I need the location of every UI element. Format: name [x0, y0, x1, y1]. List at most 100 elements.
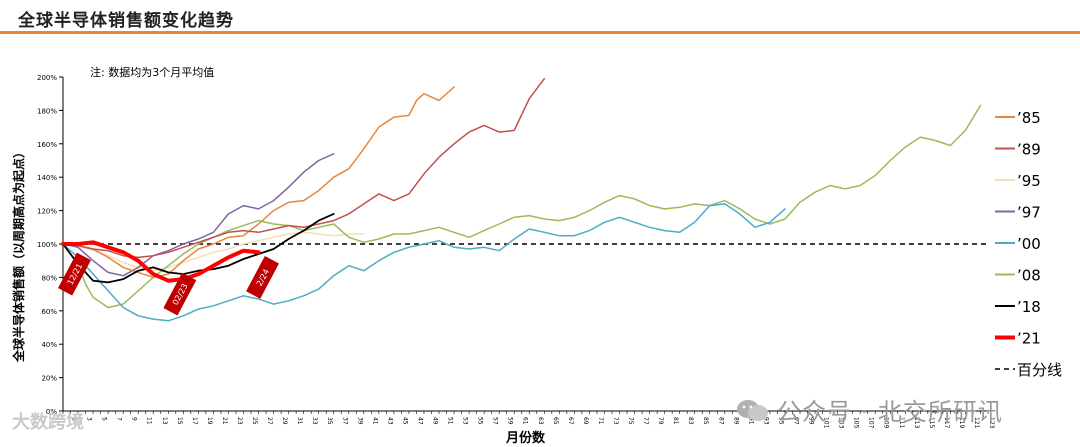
- x-tick-label: 91: [747, 417, 754, 425]
- x-tick-label: 109: [883, 417, 890, 429]
- y-tick-label: 20%: [41, 375, 57, 383]
- y-tick-label: 0%: [46, 408, 57, 416]
- legend-label: ’08: [1017, 267, 1041, 285]
- x-tick-label: 53: [462, 417, 469, 425]
- x-tick-label: 107: [868, 417, 875, 429]
- x-tick-label: 115: [928, 417, 935, 429]
- x-tick-label: 23: [236, 417, 243, 425]
- y-tick-label: 60%: [41, 308, 57, 316]
- legend-label: ’85: [1017, 109, 1041, 127]
- x-tick-label: 67: [567, 417, 574, 425]
- x-tick-label: 31: [296, 417, 303, 425]
- x-tick-label: 29: [281, 417, 288, 425]
- annotation-box: [163, 272, 197, 316]
- series-line-85: [62, 86, 455, 279]
- x-tick-label: 89: [732, 417, 739, 425]
- y-tick-label: 160%: [37, 141, 57, 149]
- x-tick-label: 15: [176, 417, 183, 425]
- x-tick-label: 49: [431, 417, 438, 425]
- x-axis-label: 月份数: [505, 430, 546, 446]
- x-tick-label: 35: [326, 417, 333, 425]
- legend-label: ’97: [1017, 204, 1041, 222]
- x-tick-label: 25: [251, 417, 258, 425]
- x-tick-label: 33: [311, 417, 318, 425]
- x-tick-label: 47: [416, 417, 423, 425]
- series-line-95: [62, 231, 365, 272]
- x-tick-label: 71: [597, 417, 604, 425]
- x-tick-label: 111: [898, 417, 905, 429]
- legend-label: ’95: [1017, 172, 1041, 190]
- x-tick-label: 57: [492, 417, 499, 425]
- annotation-tag: 02/23: [163, 272, 197, 316]
- page-title: 全球半导体销售额变化趋势: [18, 11, 234, 31]
- series-line-21: [61, 240, 261, 283]
- series-line-08: [62, 104, 982, 309]
- x-tick-label: 117: [943, 417, 950, 429]
- watermark-right: 公众号 · 北交所研讯: [735, 392, 1003, 427]
- annotation-box: [246, 255, 279, 299]
- x-tick-label: 87: [717, 417, 724, 425]
- x-tick-label: 69: [582, 417, 589, 425]
- x-tick-label: 27: [266, 417, 273, 425]
- series-line-00: [62, 203, 786, 322]
- x-tick-label: 61: [522, 417, 529, 425]
- x-tick-label: 11: [146, 417, 153, 425]
- y-tick-label: 120%: [37, 208, 57, 216]
- x-tick-label: 75: [627, 417, 634, 425]
- x-tick-label: 59: [507, 417, 514, 425]
- x-tick-label: 97: [792, 417, 799, 425]
- x-tick-label: 39: [356, 417, 363, 425]
- x-tick-label: 81: [672, 417, 679, 425]
- x-tick-label: 9: [131, 417, 138, 421]
- x-tick-label: 103: [838, 417, 845, 429]
- x-tick-label: 1: [71, 417, 78, 421]
- x-tick-label: 105: [853, 417, 860, 429]
- annotation-tag: 2/24: [246, 255, 279, 299]
- x-tick-label: 37: [341, 417, 348, 425]
- series-line-97: [62, 153, 335, 277]
- x-tick-label: 63: [537, 417, 544, 425]
- x-tick-label: 13: [161, 417, 168, 425]
- x-tick-label: 55: [477, 417, 484, 425]
- x-tick-label: 43: [386, 417, 393, 425]
- legend-label: ’18: [1017, 298, 1041, 316]
- y-tick-label: 200%: [37, 74, 57, 82]
- series-line-18: [62, 212, 335, 284]
- header: 全球半导体销售额变化趋势: [0, 0, 1080, 34]
- legend-label: ’89: [1017, 141, 1041, 159]
- annotation-tag: 12/21: [58, 252, 91, 296]
- x-tick-label: 5: [101, 417, 108, 421]
- x-tick-label: 17: [191, 417, 198, 425]
- y-tick-label: 180%: [37, 107, 57, 115]
- y-tick-label: 40%: [41, 341, 57, 349]
- series-line-89: [62, 77, 546, 259]
- annotation-box: [58, 252, 91, 296]
- x-tick-label: 51: [447, 417, 454, 425]
- x-tick-label: 119: [958, 417, 965, 429]
- x-tick-label: 21: [221, 417, 228, 425]
- x-tick-label: 93: [762, 417, 769, 425]
- x-tick-label: 121: [973, 417, 980, 429]
- x-tick-label: 41: [371, 417, 378, 425]
- x-tick-label: 95: [777, 417, 784, 425]
- x-tick-label: 83: [687, 417, 694, 425]
- y-tick-label: 140%: [37, 174, 57, 182]
- x-tick-label: 101: [823, 417, 830, 429]
- y-axis-label: 全球半导体销售额（以周期高点为起点）: [11, 146, 26, 363]
- x-tick-label: 77: [642, 417, 649, 425]
- y-tick-label: 80%: [41, 274, 57, 282]
- x-tick-label: 65: [552, 417, 559, 425]
- wechat-icon: [737, 399, 768, 421]
- x-tick-label: 85: [702, 417, 709, 425]
- x-tick-label: 19: [206, 417, 213, 425]
- legend-label: ’21: [1017, 330, 1041, 348]
- x-tick-label: 123: [988, 417, 995, 429]
- x-tick-label: 7: [116, 417, 123, 421]
- x-tick-label: 99: [808, 417, 815, 425]
- legend-label-reference: 百分线: [1017, 361, 1062, 379]
- x-tick-label: 3: [86, 417, 93, 421]
- header-rule: [0, 31, 1080, 34]
- watermark-left: 大数跨境: [12, 412, 84, 433]
- chart-note: 注: 数据均为3个月平均值: [90, 65, 214, 79]
